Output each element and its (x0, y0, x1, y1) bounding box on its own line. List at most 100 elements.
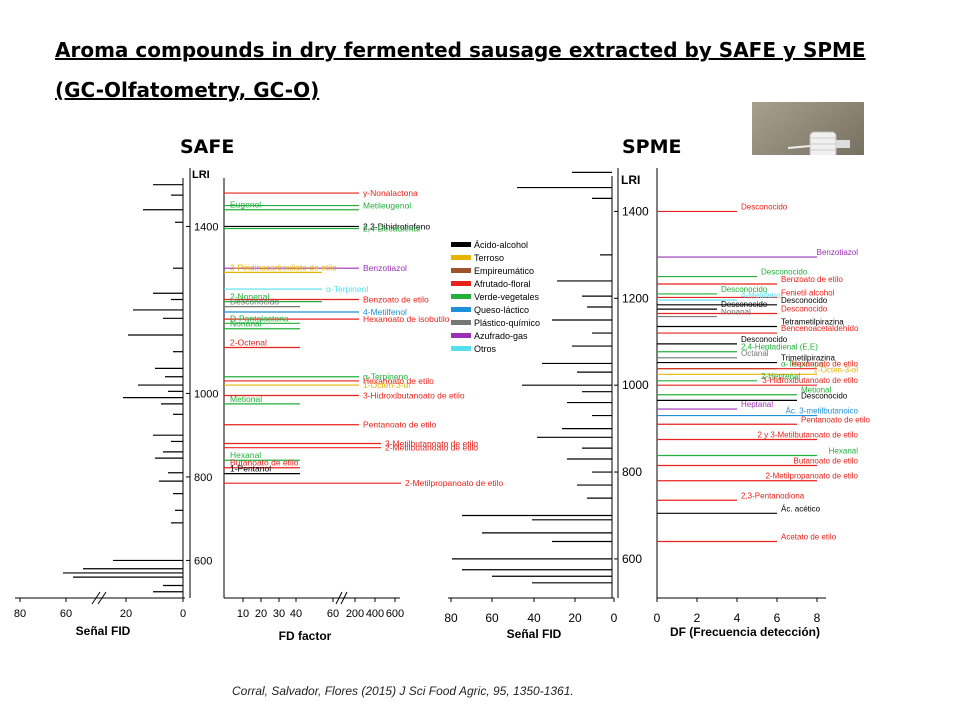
spme-compound-label: Desconocido (741, 335, 788, 344)
spme-chart: LRI 600 800 1000 1200 1400 80 60 40 20 0 Señal FID 0… (444, 168, 870, 641)
legend-label: Terroso (474, 253, 504, 263)
safe-lri-tick-label: 600 (194, 555, 212, 567)
safe-lri-label: LRI (192, 169, 210, 181)
spme-lri-tick-label: 600 (622, 552, 642, 566)
spme-compound-label: Nonanal (721, 308, 751, 317)
spme-fid-tick-label: 0 (611, 611, 618, 625)
spme-compound-label: 1-Octen-3-ol (814, 365, 859, 374)
safe-compound-label: 1-Octen-3-ol (363, 380, 410, 390)
spme-compound-label: 2-Metilpropanoato de etilo (765, 472, 858, 481)
spme-compound-label: Benzotiazol (817, 248, 859, 257)
spme-compound-label: Hexanal (829, 447, 859, 456)
safe-compound-label: Pentanoato de etilo (363, 420, 437, 430)
legend-label: Plástico-químico (474, 318, 540, 328)
spme-compound-label: Fenietil alcohol (781, 288, 835, 297)
panel-label-spme: SPME (622, 136, 682, 158)
spme-lri-tick-label: 1000 (622, 378, 649, 392)
safe-fd-break (340, 591, 348, 605)
safe-compound-label: D-Pantolactona (230, 313, 289, 323)
safe-compound-label: 4-Metilfenol (363, 307, 407, 317)
spme-compound-label: Benzoato de etilo (781, 275, 843, 284)
legend-label: Otros (474, 344, 497, 354)
spme-compound-label: Trimetilpirazina (781, 354, 835, 363)
slide-title-line2: (GC-Olfatometry, GC-O) (55, 78, 320, 102)
safe-fd-tick-label: 30 (273, 608, 285, 620)
spme-df-tick-label: 6 (774, 611, 781, 625)
legend-label: Afrutado-floral (474, 279, 531, 289)
spme-compound-label: Desconocido (781, 296, 828, 305)
safe-compound-label: 2-Metilbutanoato de etilo (385, 443, 478, 453)
safe-fid-tick-label: 80 (14, 608, 26, 620)
spme-compound-label: 4-Metilfenol (741, 291, 783, 300)
spme-compound-label: Tetrametilpirazina (781, 318, 844, 327)
spme-compound-label: Octanal (741, 349, 769, 358)
safe-fd-tick-label: 20 (255, 608, 267, 620)
safe-fd-tick-label: 600 (386, 608, 404, 620)
spme-lri-tick-label: 1200 (622, 291, 649, 305)
safe-fid-break (97, 591, 107, 605)
safe-fd-break (335, 591, 343, 605)
spme-compound-label: Heptanal (741, 400, 773, 409)
spme-df-tick-label: 2 (694, 611, 701, 625)
spme-df-tick-label: 4 (734, 611, 741, 625)
safe-compound-label: Metional (230, 394, 262, 404)
safe-compound-label: Nonanal (230, 319, 262, 329)
safe-fd-xlabel: FD factor (279, 629, 332, 643)
spme-compound-label: Desconocido (761, 268, 808, 277)
safe-panel-bg (10, 155, 410, 645)
spme-compound-label: α-Terpineno (781, 360, 824, 369)
spme-compound-label: Pentanoato de etilo (801, 415, 870, 424)
spme-compound-label: 2 y 3-Metilbutanoato de etilo (757, 430, 858, 439)
safe-compound-label: 2,3-Dihidrotiofeno (363, 221, 430, 231)
spme-compound-label: 3-Hidroxibutanoato de etilo (762, 376, 858, 385)
safe-fid-tick-label: 60 (60, 608, 72, 620)
spme-compound-label: Desconocido (801, 391, 848, 400)
safe-fd-tick-label: 400 (366, 608, 384, 620)
spme-compound-label: 2,4-Heptadienal (E,E) (741, 343, 818, 352)
safe-compound-label: Hexanal (230, 450, 261, 460)
safe-compound-label: 3-Piridinacarboxilato de etilo (230, 262, 337, 272)
safe-compound-label: 2-Octenal (230, 338, 267, 348)
legend-swatch (451, 333, 471, 338)
legend-swatch (451, 320, 471, 325)
safe-compound-label: Metileugenol (363, 201, 411, 211)
slide-title-line1: Aroma compounds in dry fermented sausage… (55, 38, 866, 62)
spme-compound-label: Desconocido (721, 285, 768, 294)
safe-lri-tick-label: 1400 (194, 221, 218, 233)
spme-compound-label: Desconocido (721, 300, 768, 309)
legend-swatch (451, 268, 471, 273)
spme-compound-label: Desconocido (741, 202, 788, 211)
safe-compound-label: 1-Pentanol (230, 464, 271, 474)
safe-fd-tick-label: 10 (237, 608, 249, 620)
safe-compound-label: α-Terpineol (326, 284, 368, 294)
safe-lri-tick-label: 1000 (194, 388, 218, 400)
legend-swatch (451, 281, 471, 286)
legend-label: Queso-láctico (474, 305, 529, 315)
spme-compound-label: 2,3-Pentanodiona (741, 491, 805, 500)
citation: Corral, Salvador, Flores (2015) J Sci Fo… (232, 684, 574, 698)
spme-fid-tick-label: 40 (527, 611, 541, 625)
spme-fid-tick-label: 20 (568, 611, 582, 625)
spme-lri-label: LRI (621, 173, 640, 187)
safe-compound-label: 2-Metilpropanoato de etilo (405, 478, 504, 488)
safe-compound-label: 2-Nonenal (230, 292, 269, 302)
spme-compound-label: Butanoato de etilo (794, 457, 859, 466)
safe-fid-tick-label: 20 (120, 608, 132, 620)
spme-lri-tick-label: 800 (622, 465, 642, 479)
panel-label-safe: SAFE (180, 136, 235, 158)
safe-fid-xlabel: Señal FID (76, 624, 131, 638)
legend-label: Verde-vegetales (474, 292, 540, 302)
legend: Ácido-alcohol Terroso Empireumático Afrutad… (451, 240, 540, 354)
legend-swatch (451, 255, 471, 260)
safe-fd-tick-label: 200 (346, 608, 364, 620)
safe-compound-label: 2,4-Decadienal (363, 224, 420, 234)
safe-compound-label: Benzotiazol (363, 263, 407, 273)
safe-compound-label: α-Terpineno (363, 372, 408, 382)
legend-swatch (451, 346, 471, 351)
safe-fd-tick-label: 60 (327, 608, 339, 620)
safe-compound-label: Butanoato de etilo (230, 458, 299, 468)
spme-compound-label: 2-Heptenal (761, 372, 800, 381)
legend-label: Empireumático (474, 266, 534, 276)
safe-fd-tick-label: 40 (290, 608, 302, 620)
